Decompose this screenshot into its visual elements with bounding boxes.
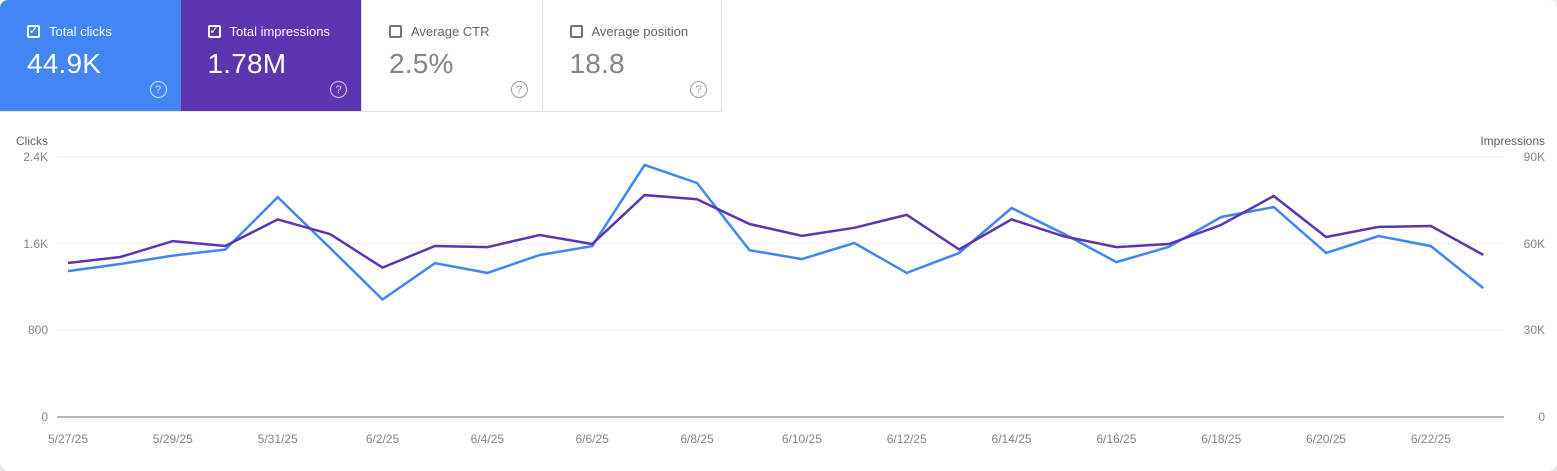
x-axis-tick: 6/18/25 <box>1201 432 1242 446</box>
left-axis-tick: 800 <box>27 323 48 338</box>
x-axis-tick: 6/10/25 <box>781 432 822 446</box>
x-axis-tick: 5/29/25 <box>152 432 193 446</box>
left-axis-tick: 0 <box>41 410 48 424</box>
metric-card-total-clicks[interactable]: ✓ Total clicks 44.9K ? <box>0 0 181 112</box>
total-clicks-checkbox[interactable]: ✓ <box>27 25 40 38</box>
average-ctr-label: Average CTR <box>411 24 490 39</box>
clicks-line <box>67 163 1485 302</box>
metric-cards-row: ✓ Total clicks 44.9K ? ✓ Total impressio… <box>0 0 722 112</box>
help-icon[interactable]: ? <box>149 81 167 98</box>
right-axis-tick: 0 <box>1538 410 1545 424</box>
x-axis-tick: 6/6/25 <box>575 432 609 446</box>
x-axis-tick: 6/8/25 <box>680 432 714 446</box>
total-impressions-label: Total impressions <box>229 24 330 39</box>
left-axis-tick: 1.6K <box>23 236 48 251</box>
total-clicks-label: Total clicks <box>49 24 112 39</box>
performance-chart[interactable]: Clicks Impressions 2.4K 1.6K 800 0 90K 60K 30… <box>0 112 1557 471</box>
total-impressions-value: 1.78M <box>207 48 287 79</box>
x-axis-tick: 6/16/25 <box>1096 432 1137 446</box>
total-impressions-checkbox[interactable]: ✓ <box>207 25 221 38</box>
chart-canvas <box>57 156 1504 418</box>
total-clicks-value: 44.9K <box>27 48 102 79</box>
x-axis-tick: 6/12/25 <box>886 432 927 446</box>
right-axis-tick: 60K <box>1523 236 1545 251</box>
average-position-checkbox[interactable]: ✓ <box>569 25 583 38</box>
x-axis-tick: 5/27/25 <box>47 432 89 446</box>
right-axis-title: Impressions <box>1480 134 1545 148</box>
impressions-line <box>67 193 1484 270</box>
help-icon[interactable]: ? <box>510 81 528 98</box>
average-position-value: 18.8 <box>569 48 625 79</box>
x-axis-tick: 6/14/25 <box>991 432 1032 446</box>
average-ctr-checkbox[interactable]: ✓ <box>389 25 402 38</box>
right-axis-tick: 90K <box>1523 150 1545 164</box>
x-axis-tick: 5/31/25 <box>257 432 298 446</box>
average-position-label: Average position <box>591 24 689 39</box>
help-icon[interactable]: ? <box>690 81 707 98</box>
left-axis-tick: 2.4K <box>23 150 48 164</box>
metric-card-average-ctr[interactable]: ✓ Average CTR 2.5% ? <box>361 0 542 112</box>
x-axis-tick: 6/4/25 <box>470 432 505 446</box>
help-icon[interactable]: ? <box>330 81 347 98</box>
average-ctr-value: 2.5% <box>389 48 454 79</box>
right-axis-tick: 30K <box>1523 323 1545 338</box>
metric-card-total-impressions[interactable]: ✓ Total impressions 1.78M ? <box>180 0 361 112</box>
left-axis-title: Clicks <box>16 134 48 148</box>
x-axis-tick: 6/22/25 <box>1410 432 1451 446</box>
metric-card-average-position[interactable]: ✓ Average position 18.8 ? <box>541 0 722 112</box>
x-axis-tick: 6/2/25 <box>365 432 400 446</box>
x-axis-tick: 6/20/25 <box>1306 432 1347 446</box>
